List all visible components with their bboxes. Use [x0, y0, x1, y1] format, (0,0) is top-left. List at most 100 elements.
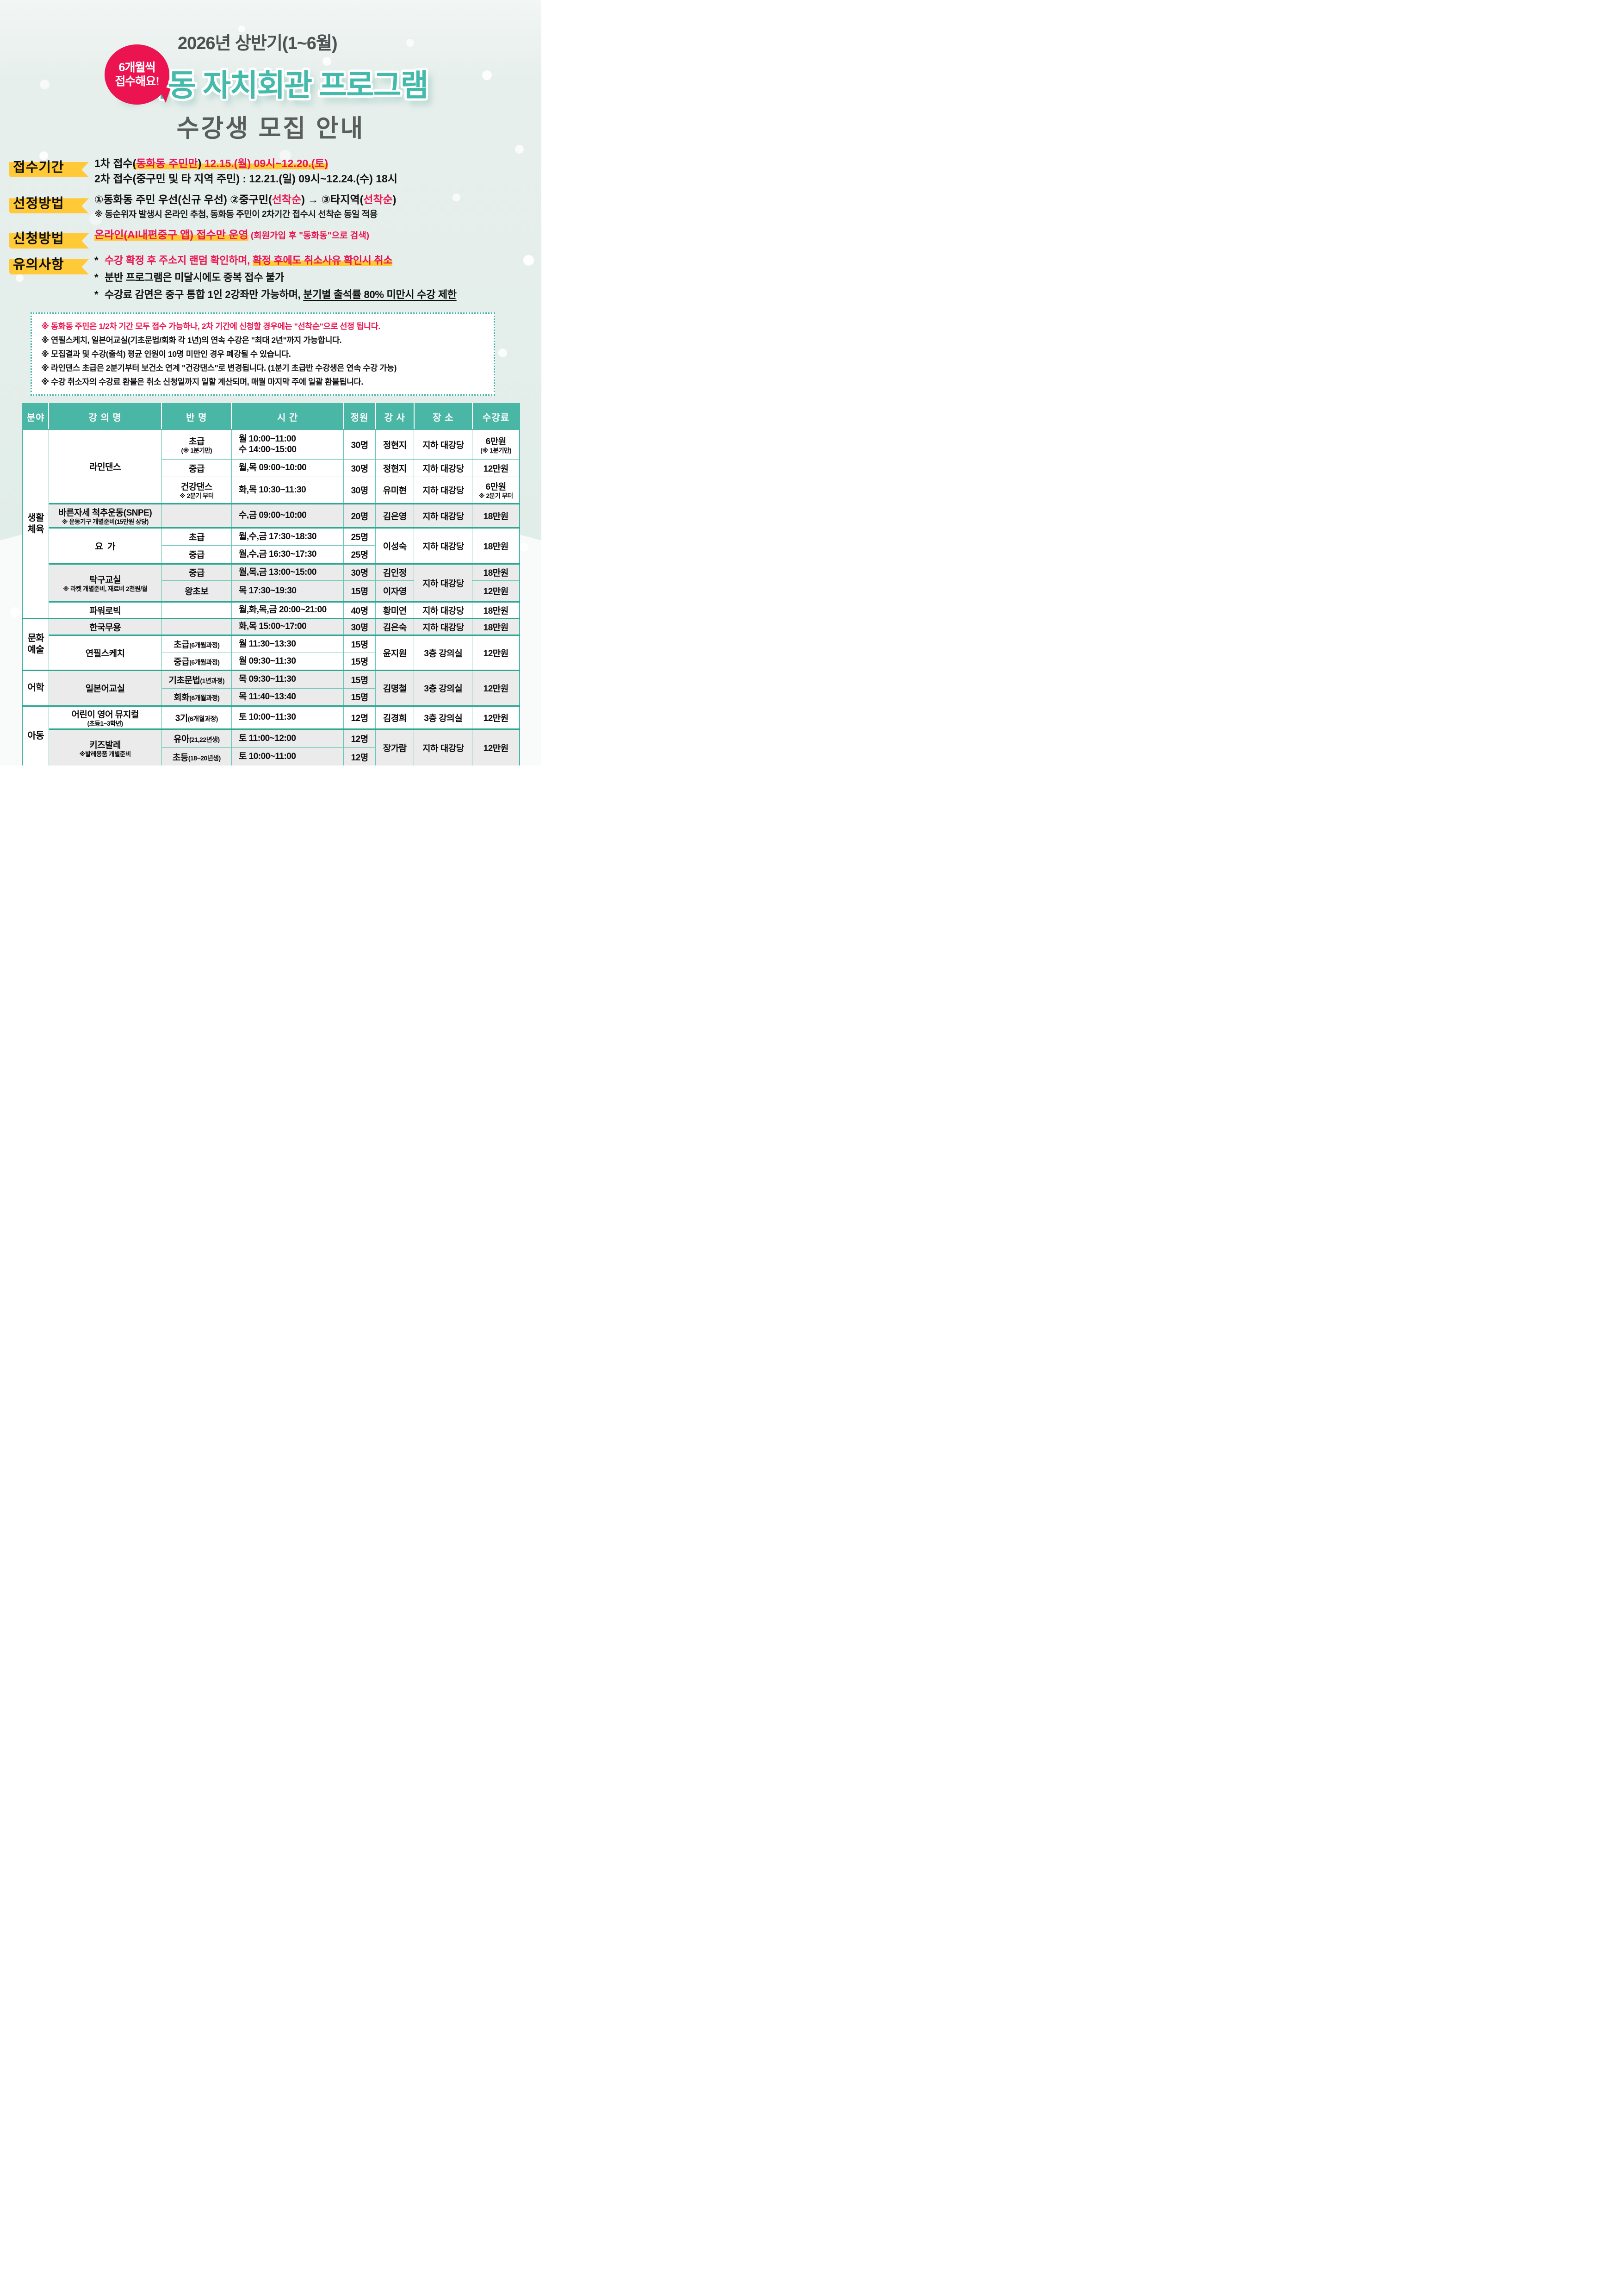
- cell-time: 목 09:30~11:30: [231, 669, 344, 689]
- cell-capacity: 40명: [343, 601, 376, 619]
- apply-main: 온라인(AI내편중구 앱) 접수만 운영: [94, 228, 248, 241]
- table-row: 연필스케치 초급(6개월과정) 월 11:30~13:30 15명 윤지원 3층…: [23, 634, 520, 671]
- cell-place: 지하 대강당: [414, 563, 473, 602]
- poster: 6개월씩 접수해요! 2026년 상반기(1~6월) 동화동 자치회관 프로그램…: [0, 0, 541, 765]
- cell-place: 지하 대강당: [414, 429, 473, 460]
- selection-line: ①동화동 주민 우선(신규 우선) ②중구민(선착순) → ③타지역(선착순): [94, 193, 397, 206]
- reception-line2: 2차 접수(중구민 및 타 지역 주민) : 12.21.(일) 09시~12.…: [94, 172, 397, 185]
- table-row: 바른자세 척추운동(SNPE) ※ 운동기구 개별준비(15만원 상당) 수,금 …: [23, 503, 520, 528]
- cell-class: 초급 (※ 1분기만): [161, 429, 232, 460]
- cell-class: 회화(6개월과정): [161, 688, 232, 706]
- cell-teacher: 김인정: [375, 563, 415, 581]
- header-place: 장 소: [413, 404, 472, 430]
- cell-capacity: 12명: [343, 747, 376, 765]
- cell-course-japanese: 일본어교실: [48, 669, 162, 706]
- cell-course-sketch: 연필스케치: [48, 634, 162, 671]
- cell-class: [161, 617, 232, 635]
- cell-time: 월,목,금 13:00~15:00: [231, 563, 344, 581]
- cautions-label: 유의사항: [13, 253, 87, 273]
- cell-fee: 18만원: [472, 527, 520, 564]
- cell-time: 화,목 15:00~17:00: [231, 617, 344, 635]
- cell-capacity: 15명: [343, 580, 376, 602]
- cell-course-ballet: 키즈발레 ※발레용품 개별준비: [48, 728, 162, 765]
- cell-class: 중급: [161, 459, 232, 477]
- cell-capacity: 25명: [343, 545, 376, 564]
- reception-body: 1차 접수(동화동 주민만) 12.15.(월) 09시~12.20.(토) 2…: [87, 156, 397, 186]
- cell-class: 중급(6개월과정): [161, 652, 232, 671]
- table-row: 중급(6개월과정) 월 09:30~11:30 15명: [23, 652, 520, 671]
- note-item: ※ 동화동 주민은 1/2차 기간 모두 접수 가능하나, 2차 기간에 신청할…: [41, 321, 380, 331]
- cell-place: 지하 대강당: [414, 476, 473, 504]
- table-row: 중급 월,수,금 16:30~17:30 25명: [23, 545, 520, 564]
- cell-capacity: 15명: [343, 688, 376, 706]
- table-row: 아동 어린이 영어 뮤지컬 (초등1~3학년) 3기(6개월과정) 토 10:00…: [22, 705, 520, 765]
- badge-line1: 6개월씩: [118, 61, 156, 74]
- cell-fee: 18만원: [472, 563, 520, 581]
- cell-capacity: 30명: [343, 429, 376, 460]
- cell-teacher: 이성숙: [375, 527, 415, 564]
- table-row: 요 가 초급 월,수,금 17:30~18:30 25명 이성숙 지하 대강당 …: [23, 527, 520, 564]
- header-fee: 수강료: [471, 404, 520, 430]
- cell-class: 왕초보: [161, 580, 232, 602]
- cell-place: 지하 대강당: [414, 601, 473, 619]
- cell-category-kids: 아동: [22, 705, 49, 765]
- cell-time: 월 09:30~11:30: [231, 652, 344, 671]
- cautions-body: * 수강 확정 후 주소지 랜덤 확인하며, 확정 후에도 취소사유 확인시 취소…: [87, 253, 457, 305]
- section-reception: 접수기간 1차 접수(동화동 주민만) 12.15.(월) 09시~12.20.…: [13, 156, 541, 186]
- cell-fee: 18만원: [472, 503, 520, 528]
- cell-place: 지하 대강당: [414, 728, 473, 765]
- cell-teacher: 김경희: [375, 705, 415, 729]
- cell-category-culture: 문화 예술: [22, 617, 49, 671]
- cell-time: 월,목 09:00~10:00: [231, 459, 344, 477]
- cell-place: 3층 강의실: [414, 705, 473, 729]
- cell-course-pingpong: 탁구교실 ※ 라켓 개별준비, 재료비 2천원/월: [48, 563, 162, 602]
- cell-time: 월,화,목,금 20:00~21:00: [231, 601, 344, 619]
- program-table: 분야 강 의 명 반 명 시 간 정원 강 사 장 소 수강료 생활 체육 라인…: [22, 403, 520, 765]
- speech-bubble-badge: 6개월씩 접수해요!: [105, 44, 169, 105]
- notes-box: ※ 동화동 주민은 1/2차 기간 모두 접수 가능하나, 2차 기간에 신청할…: [31, 312, 495, 396]
- cell-place: 지하 대강당: [414, 503, 473, 528]
- cell-time: 월,수,금 17:30~18:30: [231, 527, 344, 546]
- cell-class: [161, 601, 232, 619]
- note-item: ※ 수강 취소자의 수강료 환불은 취소 신청일까지 일할 계산되며, 매월 마…: [41, 377, 363, 387]
- cell-teacher: 황미연: [375, 601, 415, 619]
- header-class: 반 명: [161, 404, 232, 430]
- cell-teacher: 이자영: [375, 580, 415, 602]
- cell-class: 초급(6개월과정): [161, 634, 232, 653]
- cell-fee: 12만원: [472, 580, 520, 602]
- table-row: 중급 월,목 09:00~10:00 30명 정현지 지하 대강당 12만원: [23, 459, 520, 477]
- apply-body: 온라인(AI내편중구 앱) 접수만 운영 (회원가입 후 "동화동"으로 검색): [87, 227, 369, 243]
- cell-capacity: 12명: [343, 705, 376, 729]
- cell-course-linedance: 라인댄스: [48, 429, 162, 504]
- section-apply: 신청방법 온라인(AI내편중구 앱) 접수만 운영 (회원가입 후 "동화동"으…: [13, 227, 541, 247]
- table-row: 회화(6개월과정) 목 11:40~13:40 15명: [23, 688, 520, 706]
- selection-note: ※ 동순위자 발생시 온라인 추첨, 동화동 주민이 2차기간 접수시 선착순 …: [94, 209, 378, 219]
- cell-class: [161, 503, 232, 528]
- cell-class: 유아(21,22년생): [161, 728, 232, 748]
- cell-teacher: 김은영: [375, 503, 415, 528]
- cell-category-sport: 생활 체육: [22, 429, 49, 619]
- cell-time: 수,금 09:00~10:00: [231, 503, 344, 528]
- cell-class: 초등(18~20년생): [161, 747, 232, 765]
- table-row: 어학 일본어교실 기초문법(1년과정) 목 09:30~11:30 15명 김명…: [22, 669, 520, 706]
- table-row: 초등(18~20년생) 토 10:00~11:00 12명: [23, 747, 520, 765]
- snow-dots-decoration: [0, 0, 4, 4]
- cell-fee: 18만원: [472, 617, 520, 635]
- cell-time: 화,목 10:30~11:30: [231, 476, 344, 504]
- reception-line1: 1차 접수(동화동 주민만) 12.15.(월) 09시~12.20.(토): [94, 157, 329, 169]
- cell-course-musical: 어린이 영어 뮤지컬 (초등1~3학년): [48, 705, 162, 729]
- cell-place: 지하 대강당: [414, 617, 473, 635]
- header-course: 강 의 명: [48, 404, 162, 430]
- cell-teacher: 김명철: [375, 669, 415, 706]
- cell-fee: 6만원 (※ 1분기만): [472, 429, 520, 460]
- cell-capacity: 30명: [343, 459, 376, 477]
- table-row: 키즈발레 ※발레용품 개별준비 유아(21,22년생) 토 11:00~12:00…: [23, 728, 520, 765]
- caution-2: * 분반 프로그램은 미달시에도 중복 접수 불가: [94, 272, 284, 284]
- header-capacity: 정원: [343, 404, 376, 430]
- note-item: ※ 연필스케치, 일본어교실(기초문법/회화 각 1년)의 연속 수강은 "최대…: [41, 335, 342, 345]
- cell-teacher: 장가람: [375, 728, 415, 765]
- section-cautions: 유의사항 * 수강 확정 후 주소지 랜덤 확인하며, 확정 후에도 취소사유 확…: [13, 253, 541, 305]
- cell-capacity: 20명: [343, 503, 376, 528]
- note-item: ※ 모집결과 및 수강(출석) 평균 인원이 10명 미만인 경우 폐강될 수 …: [41, 349, 291, 359]
- cell-fee: 12만원: [472, 634, 520, 671]
